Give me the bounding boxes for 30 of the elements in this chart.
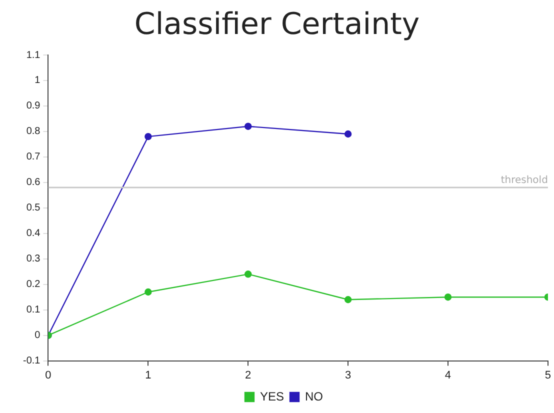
x-tick-label: 3 [344,369,352,382]
point [244,122,252,130]
y-tick-label: 0 [34,330,41,342]
ref-line-label: threshold [500,175,548,186]
y-tick-label: 0.5 [26,202,41,214]
x-tick-label: 4 [444,369,452,382]
y-tick-label: 0.9 [26,100,41,112]
x-tick-label: 5 [544,369,552,382]
legend-label: NO [305,389,324,404]
y-tick-label: 0.2 [26,279,41,290]
y-tick-label: 0.6 [26,177,41,188]
y-tick-label: 1.1 [26,50,41,61]
y-tick-label: -0.1 [22,356,41,367]
x-tick-label: 1 [145,369,152,382]
y-tick-label: 0.4 [26,228,41,240]
x-tick-label: 2 [245,369,252,382]
y-tick-label: 0.3 [26,254,41,265]
point [144,288,152,296]
point [344,296,352,304]
chart-title: Classifier Certainty [133,6,421,44]
y-tick-label: 0.1 [26,304,41,316]
point [144,132,152,140]
point [244,270,252,278]
point [344,130,352,138]
point [444,293,452,301]
legend-label: YES [260,389,284,404]
y-tick-label: 1 [34,75,41,86]
y-tick-label: 0.8 [26,126,41,138]
y-tick-label: 0.7 [26,152,41,163]
x-tick-label: 0 [45,369,52,382]
